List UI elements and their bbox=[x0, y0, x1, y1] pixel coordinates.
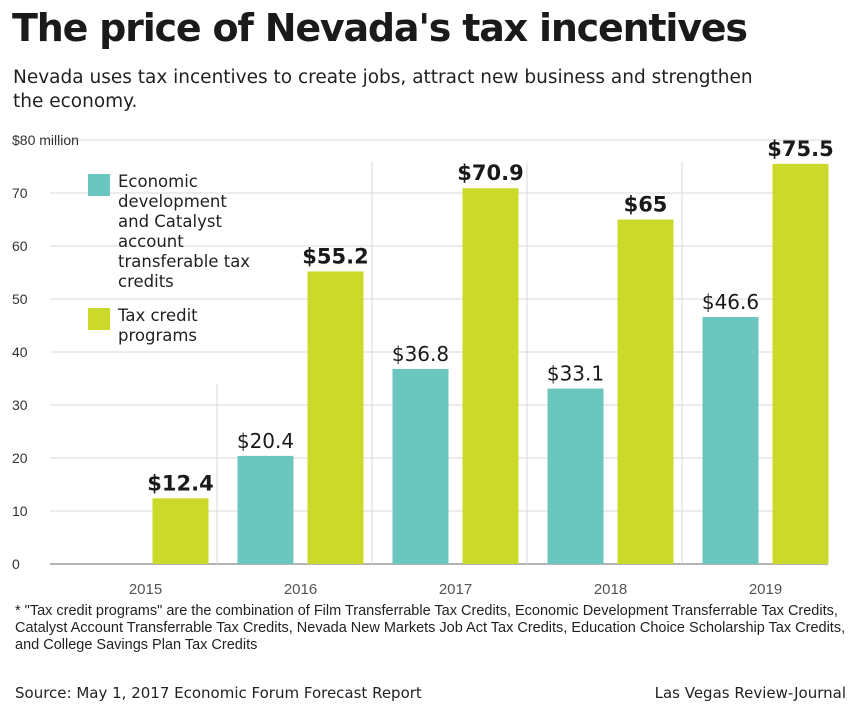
bar-tax-credit-programs bbox=[152, 498, 209, 564]
bar-tax-credit-programs bbox=[772, 163, 829, 564]
y-tick-label: 30 bbox=[12, 397, 28, 413]
legend-item-economic-development: Economic development and Catalyst accoun… bbox=[88, 172, 258, 292]
y-tick-label: 40 bbox=[12, 344, 28, 360]
y-tick-label: $80 million bbox=[12, 132, 79, 148]
data-label: $12.4 bbox=[147, 471, 213, 495]
legend-item-tax-credit-programs: Tax credit programs bbox=[88, 306, 238, 346]
y-tick-label: 70 bbox=[12, 185, 28, 201]
y-tick-label: 50 bbox=[12, 291, 28, 307]
legend-label-economic-development: Economic development and Catalyst accoun… bbox=[118, 172, 251, 291]
bar-economic-development bbox=[547, 388, 604, 564]
bar-tax-credit-programs bbox=[307, 271, 364, 564]
data-label: $55.2 bbox=[302, 244, 368, 268]
x-tick-label: 2019 bbox=[749, 581, 782, 598]
y-tick-label: 60 bbox=[12, 238, 28, 254]
chart-subtitle: Nevada uses tax incentives to create job… bbox=[13, 67, 753, 112]
y-tick-label: 0 bbox=[12, 556, 20, 572]
data-label: $65 bbox=[624, 193, 668, 217]
x-tick-label: 2017 bbox=[439, 581, 472, 598]
x-tick-label: 2015 bbox=[129, 581, 162, 598]
chart-title: The price of Nevada's tax incentives bbox=[12, 6, 748, 50]
bar-tax-credit-programs bbox=[462, 188, 519, 565]
y-tick-label: 10 bbox=[12, 503, 28, 519]
data-label: $20.4 bbox=[237, 429, 294, 453]
data-label: $46.6 bbox=[702, 290, 759, 314]
y-tick-label: 20 bbox=[12, 450, 28, 466]
legend-swatch-teal bbox=[88, 174, 110, 196]
bar-tax-credit-programs bbox=[617, 219, 674, 564]
data-label: $75.5 bbox=[767, 137, 833, 161]
legend-label-tax-credit-programs: Tax credit programs bbox=[118, 306, 198, 345]
bar-economic-development bbox=[702, 317, 759, 564]
bar-economic-development bbox=[392, 368, 449, 564]
data-label: $70.9 bbox=[457, 161, 523, 185]
publisher-credit: Las Vegas Review-Journal bbox=[654, 684, 846, 702]
source-note: Source: May 1, 2017 Economic Forum Forec… bbox=[15, 684, 422, 702]
x-tick-label: 2018 bbox=[594, 581, 627, 598]
bar-economic-development bbox=[237, 455, 294, 564]
x-tick-label: 2016 bbox=[284, 581, 317, 598]
footnote: * "Tax credit programs" are the combinat… bbox=[15, 603, 846, 653]
legend-swatch-lime bbox=[88, 308, 110, 330]
data-label: $36.8 bbox=[392, 342, 449, 366]
legend: Economic development and Catalyst accoun… bbox=[88, 172, 258, 346]
bar-chart: 0 10 20 30 40 50 60 70 $80 million $12.4 2015 $20.4… bbox=[12, 132, 834, 598]
data-label: $33.1 bbox=[547, 362, 604, 386]
